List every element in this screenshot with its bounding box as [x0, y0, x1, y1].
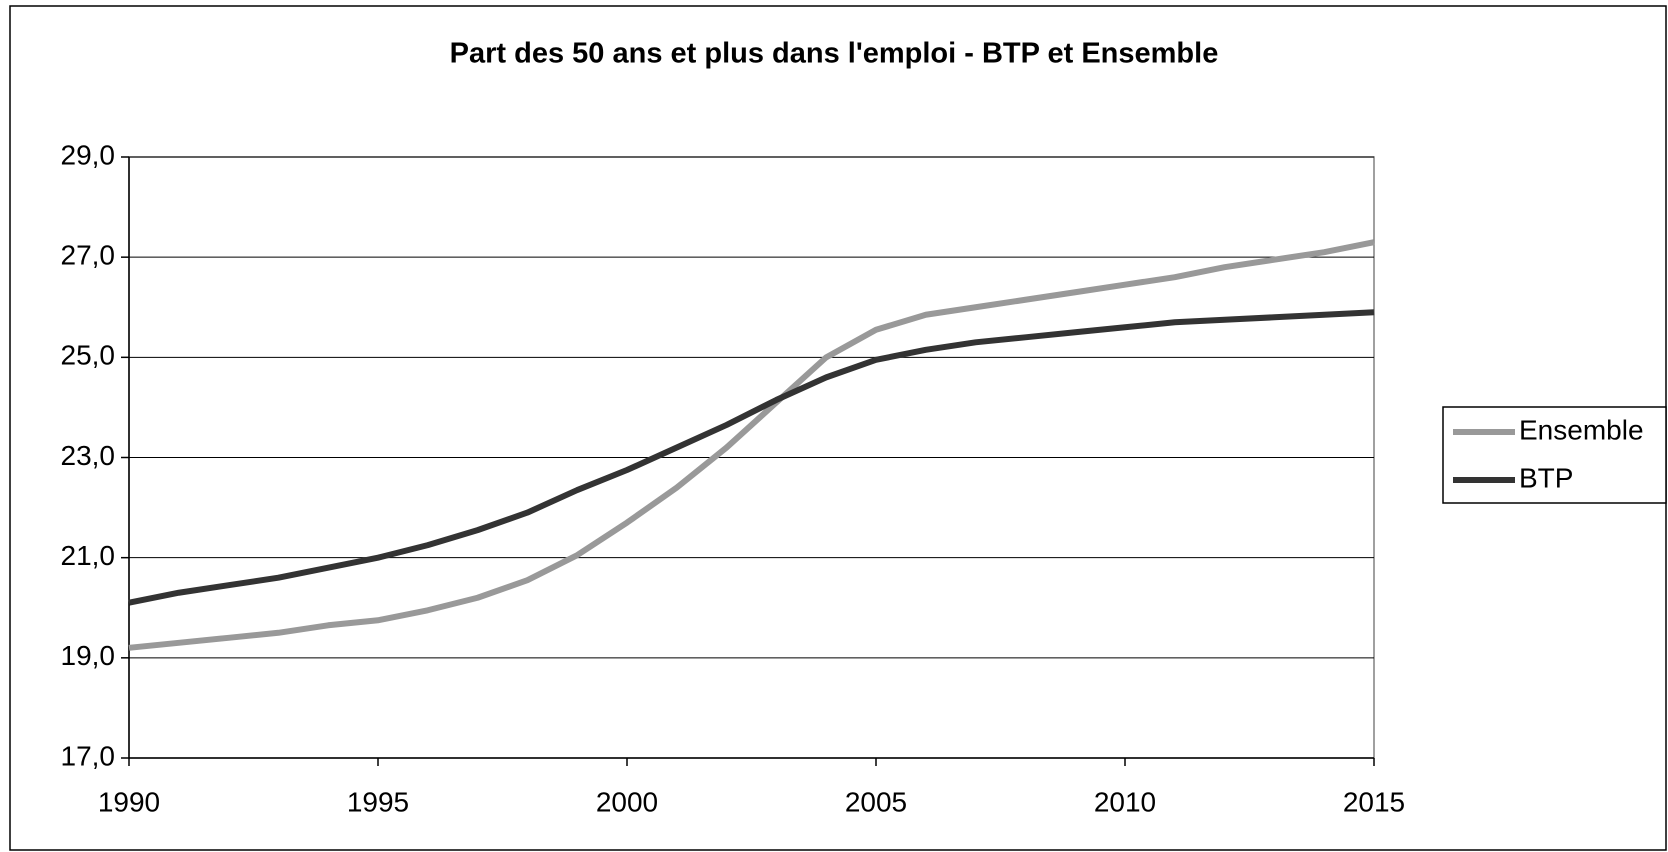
x-tick-label: 2005	[845, 786, 907, 817]
x-tick-label: 2000	[596, 786, 658, 817]
y-tick-label: 23,0	[61, 440, 116, 471]
y-tick-label: 25,0	[61, 340, 116, 371]
y-tick-label: 21,0	[61, 540, 116, 571]
x-tick-label: 1990	[98, 786, 160, 817]
series-line	[128, 309, 1375, 606]
legend-box	[1442, 406, 1667, 504]
y-tick-label: 17,0	[61, 740, 116, 771]
x-tick-label: 2015	[1343, 786, 1405, 817]
y-tick-label: 19,0	[61, 640, 116, 671]
y-tick-label: 29,0	[61, 139, 116, 170]
y-tick-label: 27,0	[61, 240, 116, 271]
x-tick-label: 2010	[1094, 786, 1156, 817]
legend-label: Ensemble	[1519, 414, 1644, 445]
chart-title: Part des 50 ans et plus dans l'emploi - …	[450, 38, 1219, 70]
series-line	[128, 239, 1375, 651]
legend-label: BTP	[1519, 462, 1573, 493]
x-tick-label: 1995	[347, 786, 409, 817]
